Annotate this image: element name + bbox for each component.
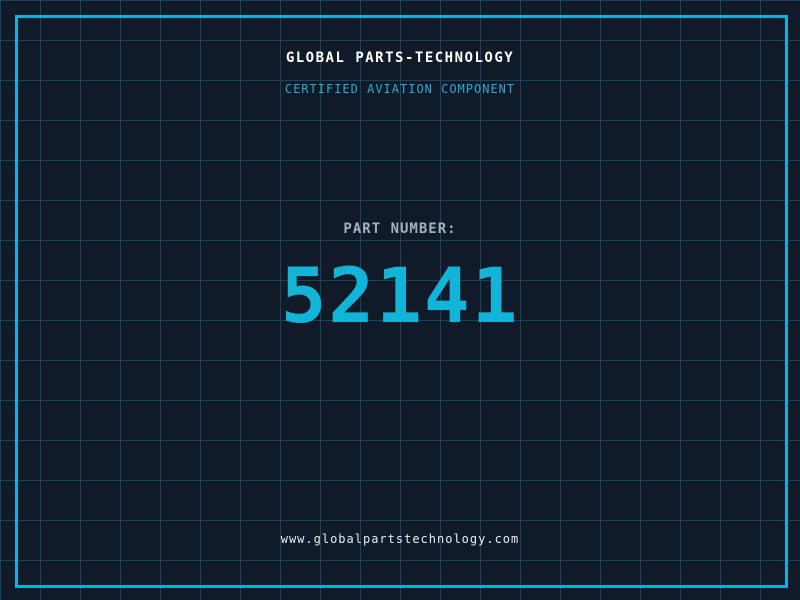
company-title: GLOBAL PARTS-TECHNOLOGY <box>285 50 515 66</box>
part-number-value: 52141 <box>280 251 520 340</box>
part-number-label: PART NUMBER: <box>343 221 457 237</box>
certification-subtitle: CERTIFIED AVIATION COMPONENT <box>284 82 516 96</box>
website-url: www.globalpartstechnology.com <box>280 532 520 546</box>
